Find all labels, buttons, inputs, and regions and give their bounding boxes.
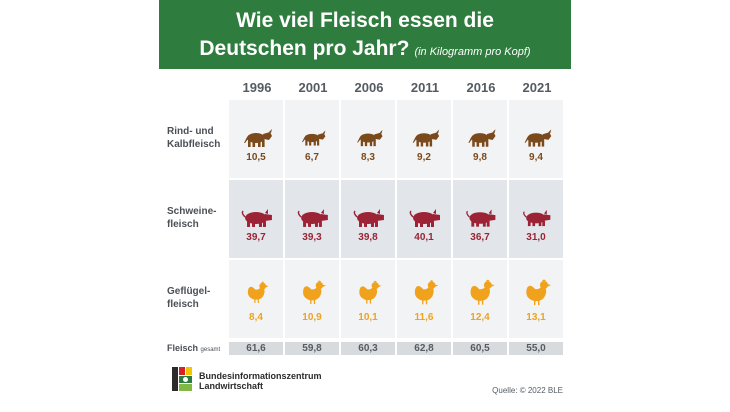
total-value: 62,8: [397, 342, 451, 355]
year-header-2006: 2006: [354, 80, 384, 95]
chicken-icon: [414, 280, 439, 305]
row-label-2: Schweine-fleisch: [167, 205, 231, 231]
chart-title-line1: Wie viel Fleisch essen die: [236, 9, 494, 32]
data-label: 9,4: [529, 152, 543, 163]
total-row-label: Fleisch gesamt: [167, 342, 220, 357]
data-label: 10,9: [302, 312, 322, 323]
data-label: 13,1: [526, 312, 546, 323]
pig-icon: [523, 209, 551, 227]
infographic: 1996 2001 2006 2011 2016 2021 Rind- und Kalbfle…: [159, 0, 571, 412]
total-value: 60,3: [341, 342, 395, 355]
data-label: 8,3: [361, 152, 375, 163]
cow-icon: [357, 129, 383, 147]
row-label-line: Geflügel-: [167, 286, 211, 297]
data-label: 36,7: [470, 232, 490, 243]
org-name-line2: Landwirtschaft: [199, 381, 264, 391]
total-value: 60,5: [453, 342, 507, 355]
data-label: 40,1: [414, 232, 434, 243]
data-label: 8,4: [249, 312, 263, 323]
data-table: 1996 2001 2006 2011 2016 2021 Rind- und Kalbfle…: [159, 0, 571, 412]
source-note: Quelle: © 2022 BLE: [492, 386, 563, 395]
header-banner: Wie viel Fleisch essen die Deutschen pro…: [159, 0, 571, 69]
data-label: 39,7: [246, 232, 266, 243]
data-label: 10,1: [358, 312, 378, 323]
data-label: 39,3: [302, 232, 322, 243]
pig-icon: [409, 209, 440, 227]
row-label-line: Rind- und: [167, 126, 214, 137]
total-label-text: Fleisch: [167, 343, 199, 353]
total-label-small: gesamt: [200, 347, 221, 353]
pig-icon: [466, 209, 496, 227]
row-label-1: Rind- und Kalbfleisch: [167, 125, 231, 151]
data-label: 9,2: [417, 152, 431, 163]
cow-icon: [524, 129, 552, 147]
chicken-icon: [247, 281, 269, 303]
cow-icon: [301, 130, 326, 146]
pig-icon: [297, 209, 328, 227]
data-label: 31,0: [526, 232, 546, 243]
year-header-2021: 2021: [522, 80, 552, 95]
year-header-2016: 2016: [466, 80, 496, 95]
chart-title-line2: Deutschen pro Jahr?: [199, 37, 410, 60]
data-label: 6,7: [305, 152, 319, 163]
total-value: 61,6: [229, 342, 283, 355]
total-value: 59,8: [285, 342, 339, 355]
ble-logo-icon: [171, 366, 193, 392]
data-label: 10,5: [246, 152, 266, 163]
total-value: 55,0: [509, 342, 563, 355]
chicken-icon: [470, 279, 495, 305]
data-label: 39,8: [358, 232, 378, 243]
org-name-line1: Bundesinformationszentrum: [199, 371, 322, 381]
chicken-icon: [303, 280, 326, 305]
cow-icon: [412, 129, 440, 147]
data-label: 12,4: [470, 312, 490, 323]
chart-title-line2-wrap: Deutschen pro Jahr? (in Kilogramm pro Kop…: [159, 37, 571, 61]
cow-icon: [468, 129, 496, 147]
year-header-1996: 1996: [242, 80, 272, 95]
pig-icon: [241, 209, 272, 227]
row-label-line: Schweine-: [167, 206, 217, 217]
row-label-line: fleisch: [167, 219, 199, 230]
year-header-2011: 2011: [410, 80, 440, 95]
pig-icon: [353, 209, 384, 227]
chicken-icon: [526, 279, 551, 305]
cow-icon: [244, 129, 272, 147]
year-header-2001: 2001: [298, 80, 328, 95]
chicken-icon: [359, 280, 382, 304]
chart-subtitle: (in Kilogramm pro Kopf): [414, 46, 531, 58]
data-label: 9,8: [473, 152, 487, 163]
row-label-line: Kalbfleisch: [167, 139, 221, 150]
row-label-line: fleisch: [167, 299, 199, 310]
data-label: 11,6: [414, 312, 434, 323]
row-label-3: Geflügel-fleisch: [167, 285, 231, 311]
